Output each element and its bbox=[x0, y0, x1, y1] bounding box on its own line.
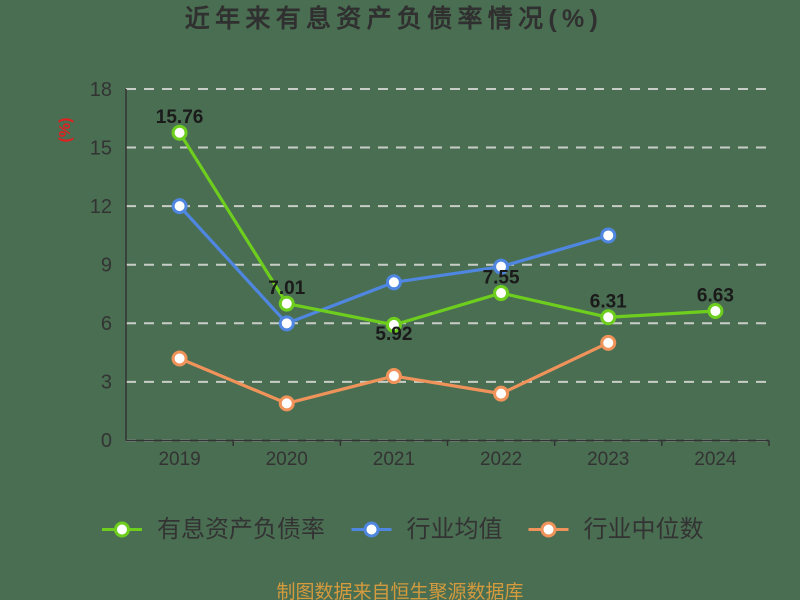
svg-text:2022: 2022 bbox=[480, 449, 522, 470]
svg-text:6.63: 6.63 bbox=[697, 286, 734, 307]
svg-text:5.92: 5.92 bbox=[375, 324, 412, 345]
svg-text:(%): (%) bbox=[57, 118, 74, 143]
svg-text:15: 15 bbox=[90, 137, 112, 159]
svg-text:2023: 2023 bbox=[587, 449, 629, 470]
svg-text:0: 0 bbox=[101, 430, 112, 452]
svg-text:2021: 2021 bbox=[373, 449, 415, 470]
svg-text:3: 3 bbox=[101, 372, 112, 394]
svg-text:2020: 2020 bbox=[266, 449, 308, 470]
svg-text:9: 9 bbox=[101, 255, 112, 277]
svg-text:有息资产负债率: 有息资产负债率 bbox=[157, 516, 325, 543]
svg-text:18: 18 bbox=[90, 79, 112, 101]
svg-text:15.76: 15.76 bbox=[156, 107, 204, 128]
svg-text:2019: 2019 bbox=[158, 449, 200, 470]
svg-text:行业均值: 行业均值 bbox=[407, 516, 503, 543]
svg-text:6.31: 6.31 bbox=[590, 292, 627, 313]
svg-text:2024: 2024 bbox=[694, 449, 737, 470]
svg-text:近年来有息资产负债率情况(%): 近年来有息资产负债率情况(%) bbox=[185, 4, 603, 33]
svg-text:12: 12 bbox=[90, 196, 112, 218]
svg-text:7.01: 7.01 bbox=[268, 278, 305, 299]
svg-text:7.55: 7.55 bbox=[483, 268, 520, 289]
svg-text:行业中位数: 行业中位数 bbox=[584, 516, 704, 543]
svg-text:6: 6 bbox=[101, 313, 112, 335]
svg-text:制图数据来自恒生聚源数据库: 制图数据来自恒生聚源数据库 bbox=[276, 581, 523, 600]
